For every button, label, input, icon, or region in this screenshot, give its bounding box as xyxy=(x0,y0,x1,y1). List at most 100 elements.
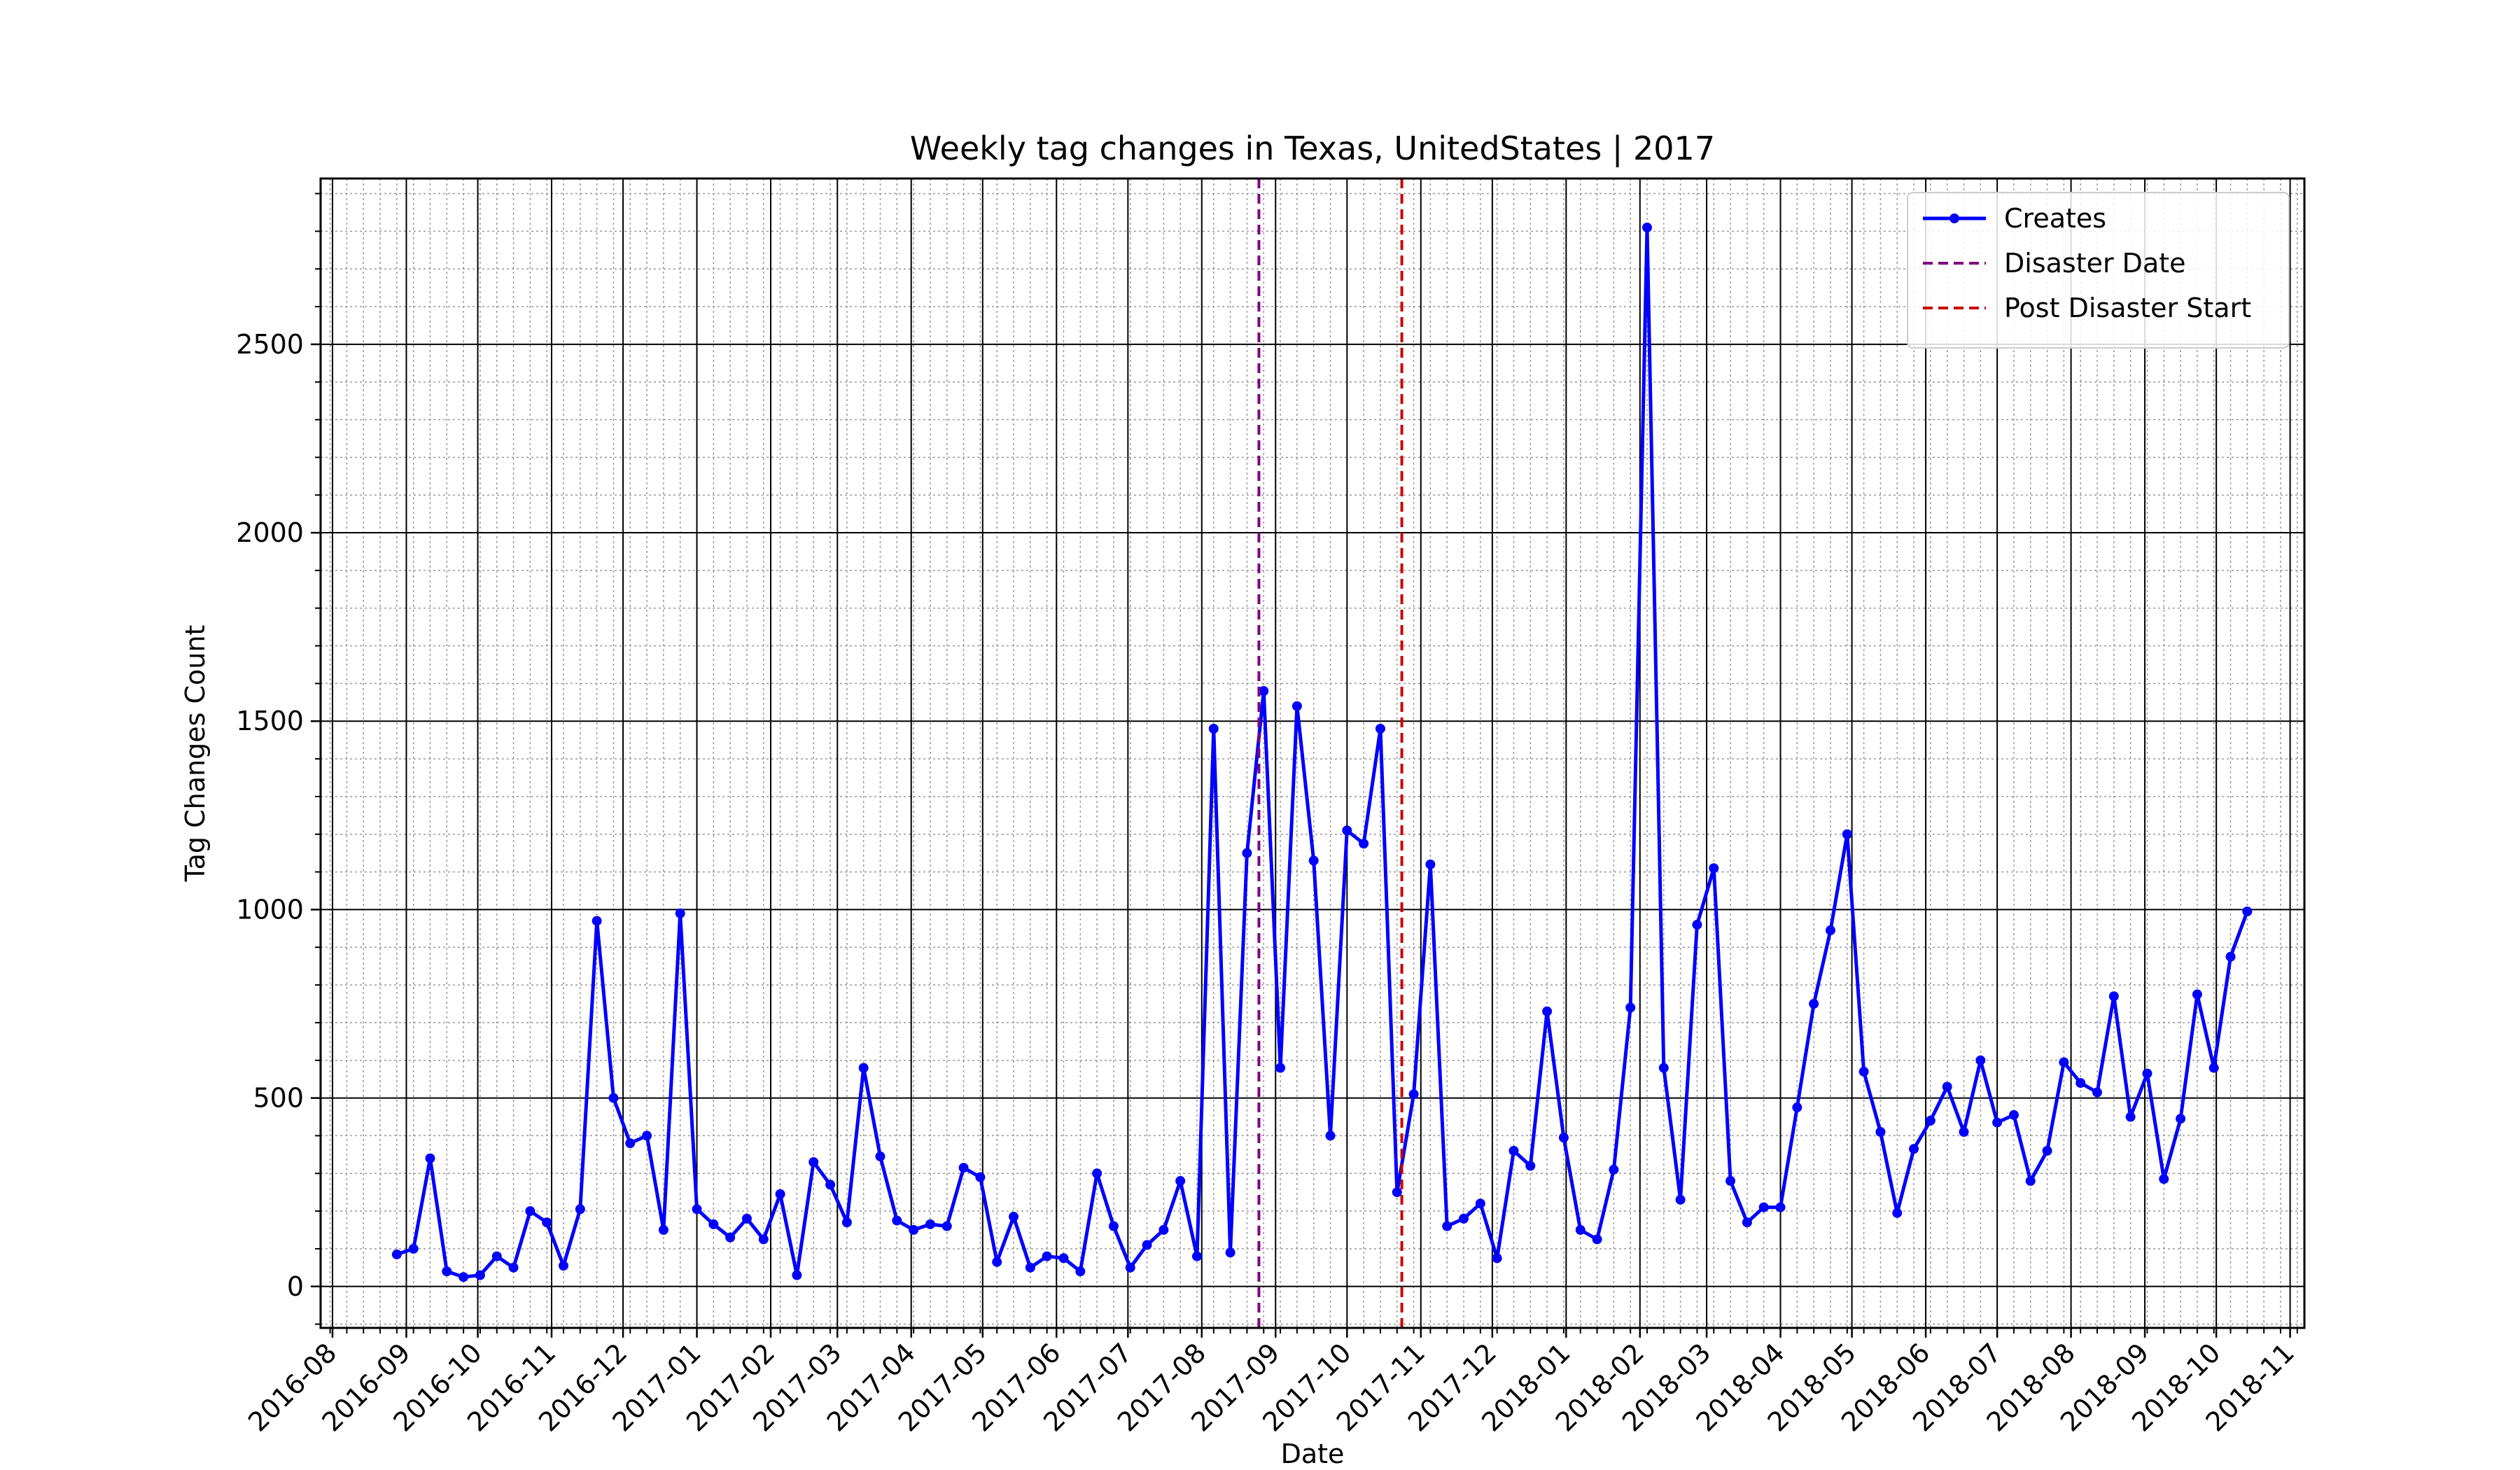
data-point xyxy=(958,1163,969,1173)
legend-label: Disaster Date xyxy=(2004,248,2186,279)
data-point xyxy=(1408,1089,1419,1100)
data-point xyxy=(1875,1127,1886,1138)
data-point xyxy=(1392,1187,1402,1198)
legend: Creates Disaster Date Post Disaster Start xyxy=(1907,192,2290,349)
legend-swatch-marker xyxy=(1949,214,1959,223)
data-point xyxy=(1425,859,1436,869)
data-point xyxy=(2092,1087,2103,1098)
data-point xyxy=(1992,1117,2003,1128)
data-point xyxy=(1225,1247,1236,1258)
data-point xyxy=(491,1251,502,1261)
x-axis-label: Date xyxy=(1281,1438,1345,1469)
minor-gridlines xyxy=(321,178,2304,1328)
data-point xyxy=(1792,1102,1802,1113)
y-tick-label: 0 xyxy=(287,1271,304,1302)
data-point xyxy=(1325,1130,1336,1141)
data-point xyxy=(575,1204,585,1214)
data-point xyxy=(1858,1066,1869,1077)
data-point xyxy=(625,1138,636,1149)
data-point xyxy=(1775,1202,1786,1212)
data-point xyxy=(2008,1110,2019,1120)
data-point xyxy=(741,1213,752,1224)
data-point xyxy=(875,1152,886,1162)
plot-frame xyxy=(319,177,2306,1329)
data-point xyxy=(2042,1145,2052,1156)
data-point xyxy=(1542,1006,1553,1016)
data-point xyxy=(1975,1055,1986,1065)
data-point xyxy=(2192,989,2202,1000)
data-point xyxy=(1942,1082,1952,1092)
data-point xyxy=(1809,999,1819,1009)
y-tick-label: 2500 xyxy=(236,329,304,360)
data-point xyxy=(775,1189,785,1199)
data-point xyxy=(1175,1176,1186,1186)
data-point xyxy=(858,1063,869,1073)
data-point xyxy=(542,1217,552,1228)
data-point xyxy=(725,1232,736,1242)
legend-entries: Creates Disaster Date Post Disaster Start xyxy=(1923,203,2251,323)
data-point xyxy=(1492,1253,1502,1264)
data-point xyxy=(559,1261,569,1271)
series-layer xyxy=(391,222,2253,1282)
data-point xyxy=(2059,1057,2069,1068)
data-point xyxy=(442,1266,452,1277)
data-point xyxy=(1609,1164,1619,1175)
data-point xyxy=(841,1217,852,1228)
data-point xyxy=(1158,1225,1169,1236)
data-point xyxy=(658,1225,668,1236)
data-point xyxy=(1709,863,1719,874)
data-point xyxy=(1359,839,1369,849)
data-point xyxy=(758,1234,769,1245)
data-point xyxy=(1191,1251,1202,1261)
data-point xyxy=(408,1243,419,1254)
data-point xyxy=(808,1157,819,1168)
data-point xyxy=(525,1206,536,1217)
data-point xyxy=(2142,1068,2152,1079)
data-point xyxy=(2176,1114,2186,1124)
data-point xyxy=(1275,1063,1286,1073)
data-point xyxy=(1625,1002,1636,1013)
data-point xyxy=(1742,1217,1752,1228)
data-point xyxy=(1892,1208,1903,1218)
data-point xyxy=(2025,1176,2036,1186)
data-point xyxy=(1475,1198,1485,1209)
data-point xyxy=(1758,1202,1769,1212)
data-point xyxy=(2208,1063,2219,1073)
data-point xyxy=(1675,1194,1686,1205)
data-point xyxy=(1142,1240,1152,1250)
legend-label: Creates xyxy=(2004,203,2106,234)
data-point xyxy=(475,1270,485,1280)
data-point xyxy=(1292,701,1302,711)
data-point xyxy=(992,1256,1002,1267)
data-point xyxy=(1575,1225,1586,1236)
data-point xyxy=(1925,1115,1935,1126)
y-tick-label: 500 xyxy=(253,1083,304,1114)
data-point xyxy=(1442,1221,1452,1231)
data-point xyxy=(892,1215,902,1226)
data-point xyxy=(941,1221,952,1231)
data-point xyxy=(925,1219,935,1229)
data-point xyxy=(1692,919,1702,930)
data-point xyxy=(1342,825,1352,836)
data-point xyxy=(1025,1262,1035,1273)
y-tick-label: 1000 xyxy=(236,894,304,925)
y-axis-label: Tag Changes Count xyxy=(180,625,211,883)
data-point xyxy=(1959,1127,1969,1138)
data-point xyxy=(1308,855,1319,866)
data-point xyxy=(1125,1262,1135,1273)
data-point xyxy=(692,1204,702,1214)
data-point xyxy=(1825,925,1835,936)
data-point xyxy=(608,1093,619,1103)
data-point xyxy=(1042,1251,1052,1261)
data-point xyxy=(1242,848,1252,858)
major-gridlines xyxy=(321,178,2304,1328)
legend-label: Post Disaster Start xyxy=(2004,293,2251,323)
reference-lines xyxy=(1257,178,1404,1328)
data-point xyxy=(1459,1213,1469,1224)
data-point xyxy=(458,1272,469,1282)
data-point xyxy=(1842,829,1852,839)
data-point xyxy=(1259,686,1269,696)
axis-ticks xyxy=(311,192,2298,1338)
chart-title: Weekly tag changes in Texas, UnitedState… xyxy=(910,130,1715,168)
